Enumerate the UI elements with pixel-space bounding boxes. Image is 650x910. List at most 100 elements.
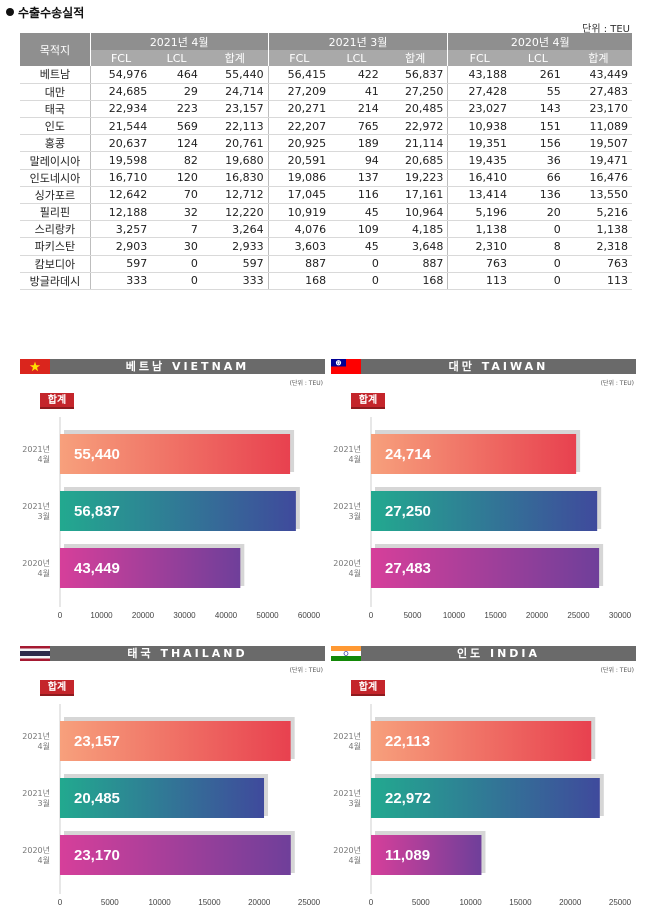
sub-header: 합계 xyxy=(382,50,448,66)
x-tick-label: 40000 xyxy=(215,611,238,620)
value-cell: 20,637 xyxy=(89,134,152,153)
x-tick-label: 20000 xyxy=(248,898,271,907)
value-cell: 23,170 xyxy=(564,100,632,119)
value-cell: 22,207 xyxy=(267,117,331,136)
sub-header: 합계 xyxy=(564,50,632,66)
bar-value-label: 27,250 xyxy=(385,503,431,520)
value-cell: 45 xyxy=(330,203,383,222)
value-cell: 765 xyxy=(330,117,383,136)
value-cell: 109 xyxy=(330,220,383,239)
unit-label: 단위 : TEU xyxy=(582,24,630,35)
x-tick-label: 0 xyxy=(369,611,374,620)
value-cell: 24,685 xyxy=(89,83,152,101)
table-row: 스리랑카 3,257 7 3,264 4,076 109 4,185 1,138 0 1,138 xyxy=(20,220,632,239)
value-cell: 3,257 xyxy=(89,220,152,239)
value-cell: 5,196 xyxy=(447,203,511,222)
category-label: 4월 xyxy=(349,568,361,578)
value-cell: 19,435 xyxy=(447,151,511,170)
value-cell: 30 xyxy=(151,237,202,256)
value-cell: 10,919 xyxy=(267,203,331,222)
dest-cell: 필리핀 xyxy=(20,203,91,222)
value-cell: 19,351 xyxy=(447,134,511,153)
category-label: 2021년 xyxy=(22,444,50,454)
value-cell: 43,449 xyxy=(564,66,632,84)
x-tick-label: 5000 xyxy=(404,611,422,620)
value-cell: 82 xyxy=(151,151,202,170)
value-cell: 21,114 xyxy=(382,134,448,153)
bar xyxy=(60,548,241,588)
bar-value-label: 23,157 xyxy=(74,733,120,750)
dest-cell: 인도네시아 xyxy=(20,169,91,187)
value-cell: 12,188 xyxy=(89,203,152,222)
page-title: 수출수송실적 xyxy=(6,4,84,21)
value-cell: 8 xyxy=(510,237,565,256)
total-badge: 합계 xyxy=(40,680,74,696)
value-cell: 32 xyxy=(151,203,202,222)
bar xyxy=(60,835,291,875)
panel-unit: (단위 : TEU) xyxy=(600,667,634,674)
value-cell: 0 xyxy=(330,255,383,273)
value-cell: 10,964 xyxy=(382,203,448,222)
bar-chart: 55,4402021년4월56,8372021년3월43,4492020년4월0… xyxy=(22,417,321,620)
india-flag-icon xyxy=(331,646,361,661)
x-tick-label: 30000 xyxy=(609,611,632,620)
value-cell: 223 xyxy=(151,100,202,119)
table-row: 방글라데시 333 0 333 168 0 168 113 0 113 xyxy=(20,272,632,290)
x-tick-label: 25000 xyxy=(609,898,632,907)
category-label: 2021년 xyxy=(22,731,50,741)
category-label: 2020년 xyxy=(333,845,361,855)
value-cell: 0 xyxy=(151,255,202,273)
category-label: 2021년 xyxy=(22,501,50,511)
panel-unit: (단위 : TEU) xyxy=(289,667,323,674)
table-row: 인도네시아 16,710 120 16,830 19,086 137 19,223 16,41… xyxy=(20,169,632,187)
value-cell: 16,410 xyxy=(447,169,511,187)
dest-cell: 베트남 xyxy=(20,66,91,84)
bar-value-label: 23,170 xyxy=(74,847,120,864)
value-cell: 7 xyxy=(151,220,202,239)
value-cell: 763 xyxy=(564,255,632,273)
dest-cell: 스리랑카 xyxy=(20,220,91,239)
x-tick-label: 50000 xyxy=(256,611,279,620)
x-tick-label: 0 xyxy=(58,898,63,907)
table-row: 홍콩 20,637 124 20,761 20,925 189 21,114 19,351 15… xyxy=(20,134,632,153)
panel-header xyxy=(331,359,636,374)
table-row: 필리핀 12,188 32 12,220 10,919 45 10,964 5,196 20 5,… xyxy=(20,203,632,222)
category-label: 2021년 xyxy=(333,501,361,511)
value-cell: 3,648 xyxy=(382,237,448,256)
value-cell: 12,642 xyxy=(89,186,152,205)
value-cell: 56,837 xyxy=(382,66,448,84)
value-cell: 2,933 xyxy=(201,237,269,256)
value-cell: 45 xyxy=(330,237,383,256)
value-cell: 422 xyxy=(330,66,383,84)
dest-cell: 말레이시아 xyxy=(20,151,91,170)
bar-value-label: 22,972 xyxy=(385,790,431,807)
x-tick-label: 15000 xyxy=(509,898,532,907)
dest-cell: 방글라데시 xyxy=(20,272,91,290)
sub-header: FCL xyxy=(89,50,152,66)
bar xyxy=(60,491,296,531)
table-row: 파키스탄 2,903 30 2,933 3,603 45 3,648 2,310 8 2,318 xyxy=(20,237,632,256)
bar-value-label: 20,485 xyxy=(74,790,120,807)
value-cell: 27,209 xyxy=(267,83,331,101)
total-badge: 합계 xyxy=(351,393,385,409)
panel-thailand: 태국 THAILAND (단위 : TEU) 합계 23,157 2021년 4월 2… xyxy=(20,646,325,910)
x-tick-label: 20000 xyxy=(559,898,582,907)
value-cell: 24,714 xyxy=(201,83,269,101)
value-cell: 569 xyxy=(151,117,202,136)
bar-value-label: 55,440 xyxy=(74,446,120,463)
value-cell: 19,680 xyxy=(201,151,269,170)
bar xyxy=(371,835,482,875)
sub-header: LCL xyxy=(510,50,565,66)
x-tick-label: 30000 xyxy=(173,611,196,620)
value-cell: 55,440 xyxy=(201,66,269,84)
value-cell: 70 xyxy=(151,186,202,205)
category-label: 4월 xyxy=(38,454,50,464)
bar-value-label: 27,483 xyxy=(385,560,431,577)
value-cell: 10,938 xyxy=(447,117,511,136)
value-cell: 20,761 xyxy=(201,134,269,153)
value-cell: 55 xyxy=(510,83,565,101)
value-cell: 143 xyxy=(510,100,565,119)
value-cell: 41 xyxy=(330,83,383,101)
value-cell: 27,428 xyxy=(447,83,511,101)
category-label: 4월 xyxy=(349,855,361,865)
